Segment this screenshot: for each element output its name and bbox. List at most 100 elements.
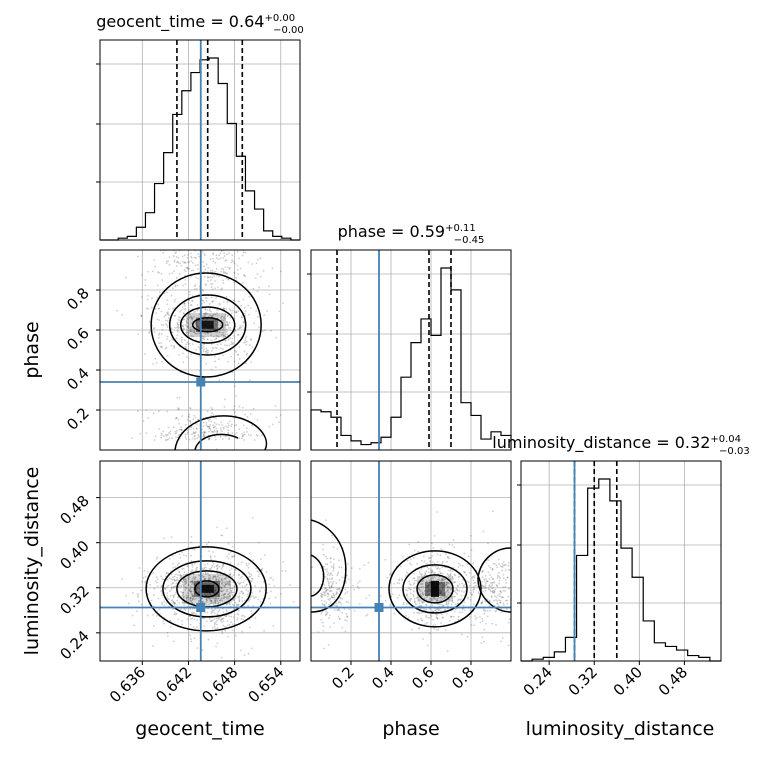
panel-phase-distance-sample — [466, 597, 469, 600]
panel-geocent-distance-sample — [196, 587, 199, 590]
panel-geocent-phase-sample — [192, 432, 195, 435]
panel-phase-distance-sample — [322, 604, 324, 606]
panel-phase-distance-sample — [422, 594, 425, 596]
panel-geocent-phase-sample — [226, 344, 228, 347]
panel-geocent-phase-density-cell — [201, 320, 214, 329]
panel-phase-distance-sample — [501, 636, 504, 639]
panel-phase-distance-sample — [413, 611, 415, 614]
panel-geocent-phase-sample — [216, 274, 218, 277]
panel-geocent-distance-sample — [190, 535, 193, 538]
panel-geocent-phase-sample — [214, 366, 217, 369]
panel-geocent-phase-sample — [154, 358, 157, 360]
panel-phase-distance-sample — [496, 599, 499, 602]
panel-geocent-distance-sample — [238, 595, 241, 598]
panel-geocent-distance-sample — [167, 598, 170, 601]
panel-phase-distance-sample — [337, 615, 340, 618]
panel-geocent-phase-sample — [220, 288, 223, 291]
panel-geocent-phase-sample — [226, 426, 229, 429]
panel-geocent-phase-sample — [217, 258, 220, 261]
panel-phase-distance-sample — [493, 599, 495, 602]
panel-geocent-distance-sample — [168, 577, 170, 579]
panel-geocent-phase-sample — [230, 343, 233, 346]
panel-geocent-distance-sample — [233, 608, 235, 611]
panel-phase-distance-sample — [432, 547, 435, 550]
panel-geocent-distance-sample — [173, 612, 176, 614]
panel-geocent-phase-sample — [186, 325, 189, 328]
panel-phase-distance-sample — [438, 570, 441, 573]
panel-geocent-distance-sample — [203, 567, 205, 570]
panel-phase-distance-sample — [405, 594, 408, 597]
panel-geocent-phase-sample — [242, 321, 245, 324]
panel-geocent-phase-sample — [237, 310, 240, 313]
panel-geocent-distance-sample — [221, 617, 224, 620]
panel-geocent-distance-sample — [222, 589, 225, 592]
panel-phase-distance-sample — [436, 599, 439, 602]
panel-geocent-distance-sample — [190, 541, 193, 544]
panel-geocent-phase-sample — [205, 347, 208, 350]
panel-phase-distance-sample — [462, 604, 465, 607]
panel-phase-distance-sample — [496, 584, 498, 587]
panel-geocent-phase-sample — [202, 433, 205, 436]
panel-geocent-distance-sample — [214, 599, 217, 602]
panel-geocent-distance-sample — [241, 600, 244, 602]
panel-phase-distance-sample — [441, 586, 444, 589]
panel-geocent-phase-sample — [228, 251, 230, 254]
panel-geocent-distance-sample — [190, 638, 192, 640]
panel-geocent-distance-sample — [206, 599, 208, 601]
panel-geocent-phase-sample — [195, 423, 198, 425]
panel-geocent-phase-sample — [224, 335, 227, 338]
panel-phase-distance-sample — [353, 588, 356, 591]
panel-geocent-distance-sample — [216, 572, 219, 575]
panel-phase-distance-sample — [493, 590, 496, 592]
panel-geocent-phase-sample — [220, 429, 222, 432]
panel-phase-distance-sample — [441, 604, 444, 607]
panel-phase-distance-sample — [401, 579, 404, 582]
panel-phase-distance-sample — [446, 586, 449, 589]
panel-geocent-phase-sample — [153, 326, 156, 329]
panel-geocent-phase-sample — [275, 416, 278, 419]
panel-geocent-phase-sample — [210, 328, 213, 331]
panel-phase-distance-sample — [463, 552, 466, 555]
panel-geocent-phase-sample — [222, 279, 225, 282]
panel-geocent-phase-sample — [161, 279, 164, 282]
panel-phase-distance-sample — [325, 589, 327, 592]
panel-phase-distance-sample — [320, 595, 323, 598]
panel-phase-distance-sample — [429, 561, 432, 563]
panel-geocent-phase-sample — [190, 255, 193, 258]
panel-geocent-phase-sample — [172, 255, 175, 257]
panel-phase-distance-sample — [336, 547, 339, 550]
panel-geocent-distance-sample — [282, 560, 285, 563]
panel-phase-distance-sample — [445, 601, 448, 604]
panel-geocent-phase-sample — [136, 255, 139, 258]
panel-phase-distance-sample — [405, 589, 407, 591]
panel-geocent-phase-sample — [187, 302, 190, 305]
panel-phase-distance-sample — [445, 583, 448, 585]
panel-geocent-phase-sample — [177, 327, 179, 329]
title-minus: −0.45 — [454, 235, 485, 246]
panel-geocent-phase-sample — [153, 331, 156, 333]
panel-geocent-distance-sample — [241, 590, 243, 593]
panel-phase-distance-sample — [488, 588, 490, 591]
panel-phase-distance-sample — [409, 599, 412, 602]
panel-geocent-phase-sample — [193, 331, 196, 334]
panel-geocent-phase-sample — [175, 326, 178, 329]
panel-geocent-phase-sample — [177, 323, 180, 326]
panel-phase-distance-sample — [437, 597, 440, 599]
panel-geocent-phase-sample — [173, 307, 176, 309]
panel-geocent-distance-sample — [241, 615, 244, 617]
panel-geocent-phase-sample — [233, 424, 236, 427]
panel-phase-distance-sample — [449, 569, 452, 572]
panel-phase-distance-sample — [483, 640, 486, 643]
panel-phase-distance-sample — [436, 553, 439, 556]
panel-phase-distance-sample — [442, 560, 444, 563]
panel-phase-distance-sample — [483, 628, 486, 631]
panel-phase-distance-sample — [447, 591, 450, 594]
panel-phase-distance-sample — [417, 586, 420, 589]
panel-phase-distance-sample — [506, 608, 508, 611]
panel-geocent-phase-sample — [168, 431, 170, 434]
panel-phase-distance-sample — [482, 530, 485, 533]
panel-phase-distance-sample — [468, 584, 471, 587]
panel-phase-distance-sample — [346, 591, 349, 593]
panel-geocent-distance-sample — [258, 590, 261, 593]
panel-geocent-distance-sample — [236, 617, 239, 619]
